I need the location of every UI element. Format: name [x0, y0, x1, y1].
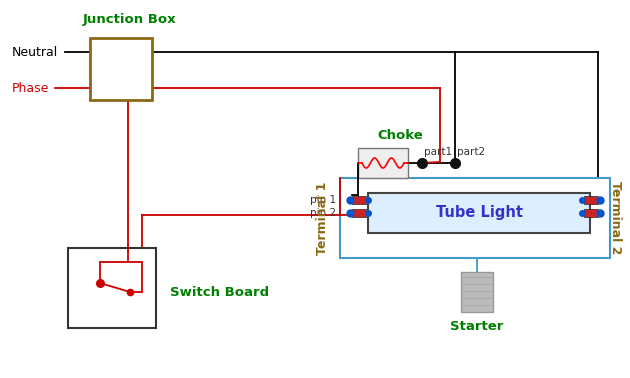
Text: Terminal 2: Terminal 2	[609, 181, 622, 255]
Bar	[584, 196, 598, 204]
Text: Starter: Starter	[450, 320, 504, 333]
Text: Junction Box: Junction Box	[83, 13, 177, 26]
Text: Switch Board: Switch Board	[170, 285, 269, 299]
Text: part2: part2	[457, 147, 485, 157]
Bar	[584, 209, 598, 217]
Bar	[68, 248, 156, 328]
Text: Choke: Choke	[377, 129, 423, 142]
Text: Neutral: Neutral	[12, 45, 58, 59]
Text: Phase: Phase	[12, 82, 49, 94]
Text: Tube Light: Tube Light	[435, 206, 522, 220]
Text: Terminal 1: Terminal 1	[316, 181, 328, 255]
Bar	[352, 196, 366, 204]
Bar	[90, 38, 152, 100]
Bar	[352, 209, 366, 217]
Text: pin 1: pin 1	[310, 195, 336, 205]
Text: part1: part1	[424, 147, 452, 157]
Text: pin 2: pin 2	[310, 208, 336, 218]
Bar	[358, 148, 408, 178]
Bar	[340, 178, 610, 258]
Bar	[368, 193, 590, 233]
Bar	[461, 272, 493, 312]
